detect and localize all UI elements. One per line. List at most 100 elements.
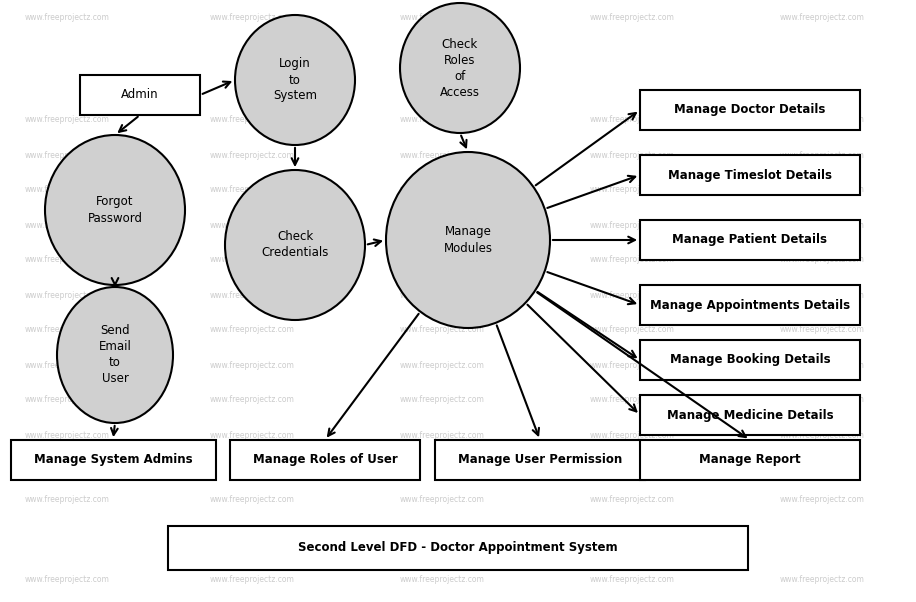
Text: Manage
Modules: Manage Modules <box>443 226 493 255</box>
Text: www.freeprojectz.com: www.freeprojectz.com <box>210 291 295 300</box>
Text: www.freeprojectz.com: www.freeprojectz.com <box>210 220 295 229</box>
Ellipse shape <box>45 135 185 285</box>
Text: Send
Email
to
User: Send Email to User <box>99 324 131 385</box>
Text: Manage Medicine Details: Manage Medicine Details <box>667 409 834 421</box>
Bar <box>640 90 860 130</box>
Text: Check
Credentials: Check Credentials <box>261 231 329 259</box>
Text: Manage Report: Manage Report <box>699 453 801 467</box>
Text: www.freeprojectz.com: www.freeprojectz.com <box>25 255 110 264</box>
Text: www.freeprojectz.com: www.freeprojectz.com <box>400 255 485 264</box>
Text: www.freeprojectz.com: www.freeprojectz.com <box>210 116 295 125</box>
Text: www.freeprojectz.com: www.freeprojectz.com <box>400 220 485 229</box>
Text: www.freeprojectz.com: www.freeprojectz.com <box>780 291 865 300</box>
Text: www.freeprojectz.com: www.freeprojectz.com <box>780 116 865 125</box>
Text: www.freeprojectz.com: www.freeprojectz.com <box>590 430 675 439</box>
Text: www.freeprojectz.com: www.freeprojectz.com <box>780 361 865 370</box>
Text: www.freeprojectz.com: www.freeprojectz.com <box>400 326 485 335</box>
Text: www.freeprojectz.com: www.freeprojectz.com <box>210 576 295 585</box>
Text: www.freeprojectz.com: www.freeprojectz.com <box>780 495 865 504</box>
Text: www.freeprojectz.com: www.freeprojectz.com <box>400 185 485 194</box>
Text: www.freeprojectz.com: www.freeprojectz.com <box>400 396 485 405</box>
Bar <box>640 285 860 325</box>
Bar <box>640 340 860 380</box>
Ellipse shape <box>225 170 365 320</box>
Text: www.freeprojectz.com: www.freeprojectz.com <box>780 150 865 160</box>
Text: www.freeprojectz.com: www.freeprojectz.com <box>780 255 865 264</box>
Text: Manage System Admins: Manage System Admins <box>34 453 192 467</box>
Text: www.freeprojectz.com: www.freeprojectz.com <box>590 220 675 229</box>
Text: www.freeprojectz.com: www.freeprojectz.com <box>400 150 485 160</box>
Text: Manage User Permission: Manage User Permission <box>458 453 622 467</box>
Text: www.freeprojectz.com: www.freeprojectz.com <box>590 396 675 405</box>
Text: www.freeprojectz.com: www.freeprojectz.com <box>590 116 675 125</box>
Ellipse shape <box>386 152 550 328</box>
Text: www.freeprojectz.com: www.freeprojectz.com <box>400 361 485 370</box>
Text: www.freeprojectz.com: www.freeprojectz.com <box>25 13 110 22</box>
Bar <box>640 155 860 195</box>
Bar <box>80 75 200 115</box>
Bar <box>10 440 215 480</box>
Text: www.freeprojectz.com: www.freeprojectz.com <box>780 430 865 439</box>
Text: www.freeprojectz.com: www.freeprojectz.com <box>780 220 865 229</box>
Text: Login
to
System: Login to System <box>273 58 317 102</box>
Text: www.freeprojectz.com: www.freeprojectz.com <box>590 13 675 22</box>
Text: www.freeprojectz.com: www.freeprojectz.com <box>590 185 675 194</box>
Text: www.freeprojectz.com: www.freeprojectz.com <box>25 326 110 335</box>
Bar <box>230 440 420 480</box>
Text: www.freeprojectz.com: www.freeprojectz.com <box>590 150 675 160</box>
Text: Check
Roles
of
Access: Check Roles of Access <box>440 37 480 99</box>
Text: Manage Doctor Details: Manage Doctor Details <box>674 104 825 117</box>
Text: www.freeprojectz.com: www.freeprojectz.com <box>25 576 110 585</box>
Text: www.freeprojectz.com: www.freeprojectz.com <box>210 361 295 370</box>
Text: www.freeprojectz.com: www.freeprojectz.com <box>590 495 675 504</box>
Bar <box>640 395 860 435</box>
Text: www.freeprojectz.com: www.freeprojectz.com <box>210 13 295 22</box>
Text: www.freeprojectz.com: www.freeprojectz.com <box>400 430 485 439</box>
Text: www.freeprojectz.com: www.freeprojectz.com <box>25 361 110 370</box>
Text: www.freeprojectz.com: www.freeprojectz.com <box>210 396 295 405</box>
Bar <box>640 440 860 480</box>
Text: www.freeprojectz.com: www.freeprojectz.com <box>780 13 865 22</box>
Text: Forgot
Password: Forgot Password <box>88 196 143 225</box>
Text: www.freeprojectz.com: www.freeprojectz.com <box>400 116 485 125</box>
Text: www.freeprojectz.com: www.freeprojectz.com <box>590 576 675 585</box>
Text: www.freeprojectz.com: www.freeprojectz.com <box>400 291 485 300</box>
Text: www.freeprojectz.com: www.freeprojectz.com <box>210 326 295 335</box>
Bar <box>168 526 748 570</box>
Text: www.freeprojectz.com: www.freeprojectz.com <box>210 185 295 194</box>
Bar <box>640 220 860 260</box>
Ellipse shape <box>57 287 173 423</box>
Text: www.freeprojectz.com: www.freeprojectz.com <box>25 430 110 439</box>
Ellipse shape <box>235 15 355 145</box>
Text: www.freeprojectz.com: www.freeprojectz.com <box>25 396 110 405</box>
Text: Manage Booking Details: Manage Booking Details <box>670 353 830 367</box>
Text: www.freeprojectz.com: www.freeprojectz.com <box>780 576 865 585</box>
Text: Manage Timeslot Details: Manage Timeslot Details <box>668 169 832 181</box>
Text: www.freeprojectz.com: www.freeprojectz.com <box>25 291 110 300</box>
Text: www.freeprojectz.com: www.freeprojectz.com <box>400 576 485 585</box>
Text: Manage Patient Details: Manage Patient Details <box>672 234 827 246</box>
Text: www.freeprojectz.com: www.freeprojectz.com <box>400 13 485 22</box>
Ellipse shape <box>400 3 520 133</box>
Text: Manage Appointments Details: Manage Appointments Details <box>650 299 850 311</box>
Text: www.freeprojectz.com: www.freeprojectz.com <box>25 116 110 125</box>
Text: www.freeprojectz.com: www.freeprojectz.com <box>25 150 110 160</box>
Text: www.freeprojectz.com: www.freeprojectz.com <box>400 495 485 504</box>
Text: www.freeprojectz.com: www.freeprojectz.com <box>590 326 675 335</box>
Bar <box>435 440 645 480</box>
Text: www.freeprojectz.com: www.freeprojectz.com <box>780 326 865 335</box>
Text: www.freeprojectz.com: www.freeprojectz.com <box>210 495 295 504</box>
Text: www.freeprojectz.com: www.freeprojectz.com <box>25 220 110 229</box>
Text: Second Level DFD - Doctor Appointment System: Second Level DFD - Doctor Appointment Sy… <box>299 542 617 554</box>
Text: www.freeprojectz.com: www.freeprojectz.com <box>590 361 675 370</box>
Text: Admin: Admin <box>121 88 158 102</box>
Text: www.freeprojectz.com: www.freeprojectz.com <box>210 255 295 264</box>
Text: www.freeprojectz.com: www.freeprojectz.com <box>590 291 675 300</box>
Text: www.freeprojectz.com: www.freeprojectz.com <box>25 495 110 504</box>
Text: Manage Roles of User: Manage Roles of User <box>253 453 398 467</box>
Text: www.freeprojectz.com: www.freeprojectz.com <box>780 396 865 405</box>
Text: www.freeprojectz.com: www.freeprojectz.com <box>590 255 675 264</box>
Text: www.freeprojectz.com: www.freeprojectz.com <box>780 185 865 194</box>
Text: www.freeprojectz.com: www.freeprojectz.com <box>25 185 110 194</box>
Text: www.freeprojectz.com: www.freeprojectz.com <box>210 150 295 160</box>
